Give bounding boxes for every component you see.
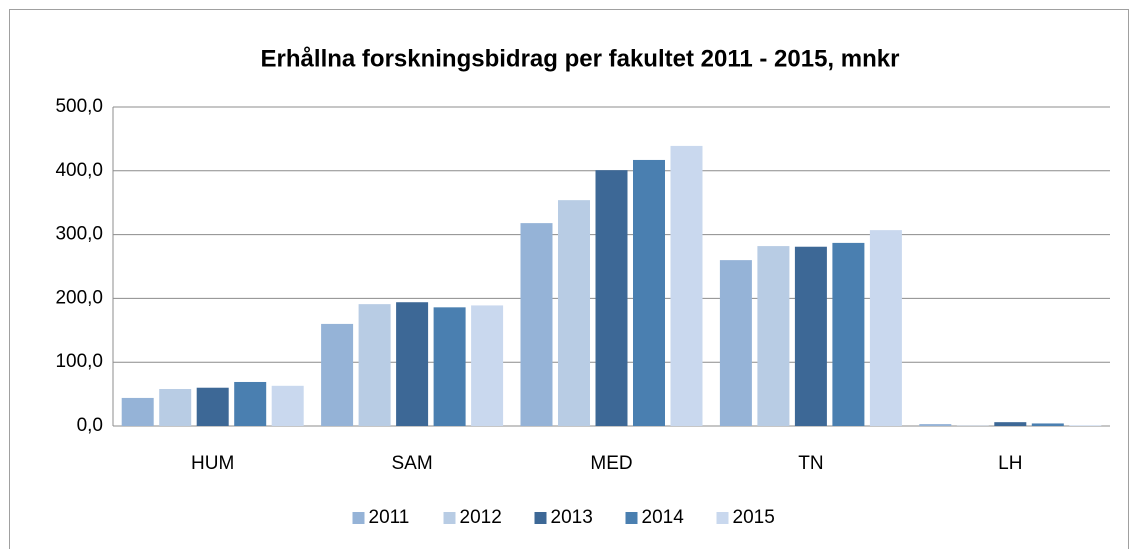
x-tick-label: TN [798, 453, 823, 474]
y-tick-label: 500,0 [55, 96, 103, 117]
y-tick-label: 200,0 [55, 287, 103, 308]
y-tick-label: 100,0 [55, 351, 103, 372]
bar [234, 381, 267, 426]
bar [321, 323, 354, 426]
bar [271, 385, 304, 426]
bar [433, 307, 466, 426]
y-tick-label: 400,0 [55, 160, 103, 181]
bar [396, 302, 429, 426]
bar [719, 260, 752, 426]
x-tick-label: MED [590, 453, 632, 474]
legend-label: 2013 [551, 507, 593, 528]
bar [994, 422, 1027, 426]
bar [757, 246, 790, 426]
bar [1031, 423, 1064, 426]
legend-swatch [352, 512, 365, 524]
bar [670, 145, 703, 426]
y-tick-label: 0,0 [77, 415, 103, 436]
bar [832, 242, 865, 426]
legend-swatch [716, 512, 729, 524]
legend-swatch [534, 512, 547, 524]
bar [558, 200, 590, 426]
legend-label: 2014 [642, 507, 685, 528]
chart-title: Erhållna forskningsbidrag per fakultet 2… [261, 45, 900, 72]
bar [633, 159, 665, 427]
bar [471, 305, 504, 426]
legend-label: 2012 [460, 507, 502, 528]
bar [1069, 425, 1102, 426]
legend-label: 2015 [733, 507, 775, 528]
bar [121, 397, 154, 426]
bar [595, 170, 628, 426]
legend-swatch [625, 512, 638, 524]
bar [196, 387, 229, 426]
legend-swatch [443, 512, 456, 524]
y-tick-label: 300,0 [55, 224, 103, 245]
x-tick-label: SAM [392, 453, 433, 474]
legend-label: 2011 [369, 507, 410, 528]
bar [869, 230, 902, 426]
x-tick-label: LH [998, 453, 1022, 474]
bar [794, 246, 827, 426]
bar [358, 304, 391, 426]
bar [919, 424, 952, 426]
bar [520, 223, 553, 426]
x-tick-label: HUM [191, 453, 234, 474]
bar [159, 388, 192, 426]
